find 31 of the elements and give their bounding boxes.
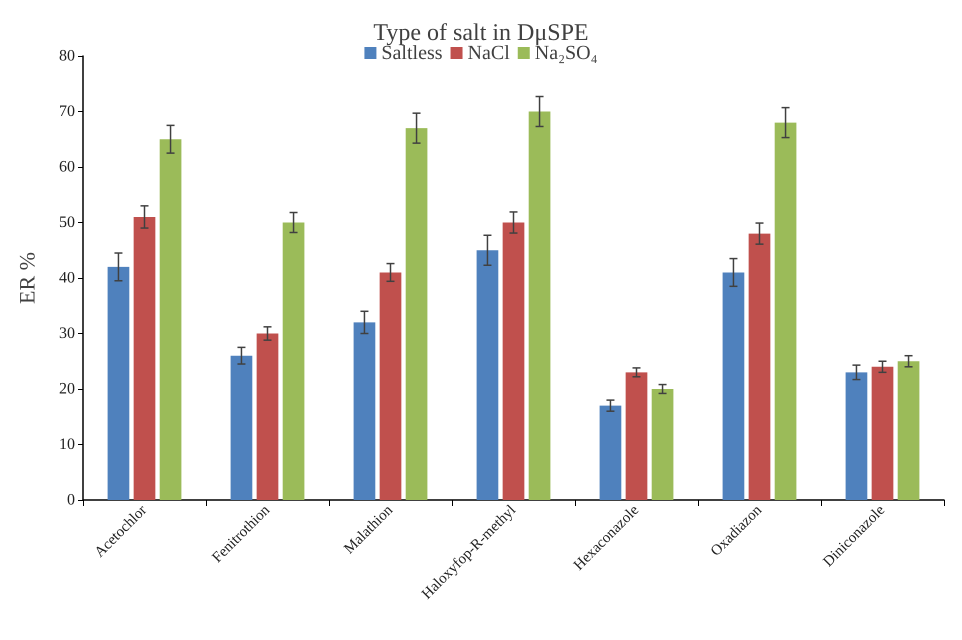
bar [108,266,130,500]
bar [872,366,894,500]
bar [476,250,498,500]
bar [134,216,156,500]
bar [256,334,278,500]
y-tick-label: 50 [59,214,75,231]
y-tick-label: 20 [59,380,75,398]
bar [230,356,252,500]
bar [774,122,796,500]
bar [722,272,744,500]
y-tick-label: 40 [59,270,75,286]
y-tick-label: 10 [59,436,75,453]
y-axis-title: ER % [14,252,40,304]
bar [652,389,674,500]
bar [502,222,524,500]
bar [846,372,868,500]
bar [354,322,376,500]
bar [898,361,920,500]
bar [282,222,304,500]
y-tick-label: 80 [59,48,75,64]
y-tick-label: 60 [59,158,75,176]
y-tick-label: 70 [59,103,75,120]
bar [626,372,648,500]
bar [748,234,770,500]
bar [528,112,550,500]
bar [600,406,622,500]
bar [160,139,182,500]
y-tick-label: 0 [67,492,75,508]
y-tick-label: 30 [59,325,75,342]
bar [380,272,402,500]
bar [406,128,428,500]
